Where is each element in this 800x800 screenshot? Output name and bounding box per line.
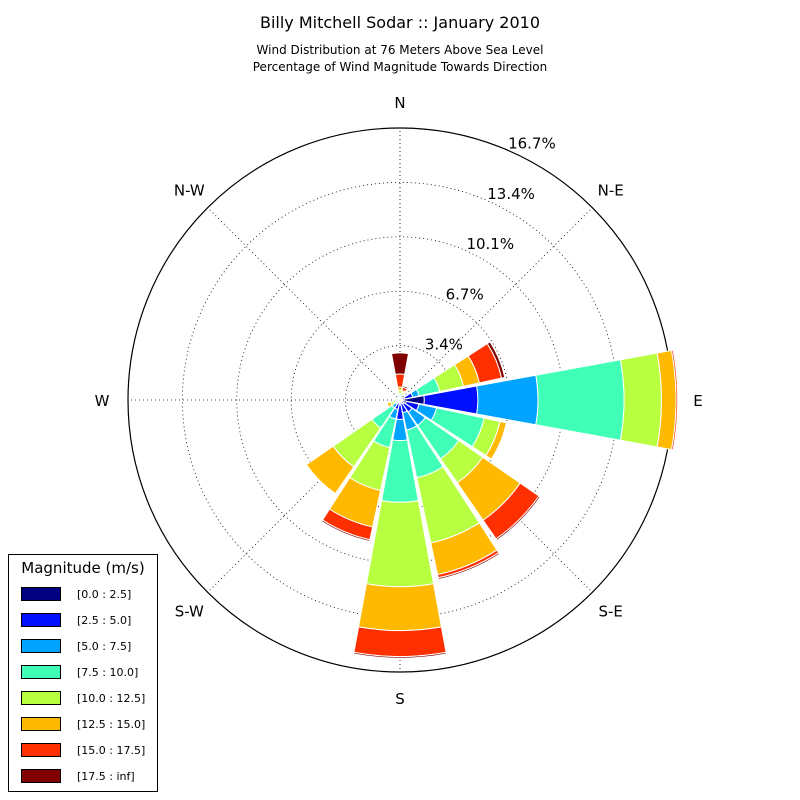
windrose-bar-segment xyxy=(485,420,507,460)
windrose-bar-segment xyxy=(390,352,410,376)
chart-subtitle-line2: Percentage of Wind Magnitude Towards Dir… xyxy=(253,60,547,74)
windrose-bar-segment xyxy=(353,651,447,659)
legend-label: [0.0 : 2.5] xyxy=(77,588,132,601)
chart-title: Billy Mitchell Sodar :: January 2010 xyxy=(260,13,540,32)
radial-tick-label: 10.1% xyxy=(466,235,514,253)
compass-labels: N N-E E S-E S S-W W N-W xyxy=(95,94,703,708)
compass-label: S-W xyxy=(175,603,204,621)
legend-item: [17.5 : inf] xyxy=(21,769,151,785)
legend-item: [15.0 : 17.5] xyxy=(21,743,151,759)
compass-label: S xyxy=(395,690,405,708)
legend-item: [2.5 : 5.0] xyxy=(21,613,151,629)
legend-title: Magnitude (m/s) xyxy=(21,559,145,577)
legend-label: [5.0 : 7.5] xyxy=(77,640,132,653)
windrose-bar-segment xyxy=(357,583,443,632)
legend-item: [12.5 : 15.0] xyxy=(21,717,151,733)
grid-spoke xyxy=(207,399,401,593)
legend-label: [12.5 : 15.0] xyxy=(77,718,146,731)
legend-swatch xyxy=(21,691,61,705)
windrose-bar-segment xyxy=(353,626,447,657)
windrose-bar-segment xyxy=(619,352,662,448)
legend-item: [0.0 : 2.5] xyxy=(21,587,151,603)
windrose-bar-segment xyxy=(670,349,679,451)
windrose-bar-segment xyxy=(437,552,501,580)
legend: Magnitude (m/s) [0.0 : 2.5] [2.5 : 5.0] [5… xyxy=(8,554,158,792)
compass-label: W xyxy=(95,392,110,410)
windrose-bar-segment xyxy=(365,500,435,588)
legend-swatch xyxy=(21,769,61,783)
legend-swatch xyxy=(21,587,61,601)
legend-item: [5.0 : 7.5] xyxy=(21,639,151,655)
legend-label: [17.5 : inf] xyxy=(77,770,135,783)
windrose-bar-segment xyxy=(320,519,371,542)
radial-tick-labels: 3.4% 6.7% 10.1% 13.4% 16.7% xyxy=(425,135,556,354)
compass-label: N-W xyxy=(174,181,205,199)
windrose-bar-segment xyxy=(402,385,409,390)
windrose-bar-segment xyxy=(305,445,355,495)
legend-swatch xyxy=(21,743,61,757)
radial-tick-label: 6.7% xyxy=(446,285,484,303)
legend-item: [7.5 : 10.0] xyxy=(21,665,151,681)
grid-spoke xyxy=(207,207,401,401)
windrose-bar-segment xyxy=(394,373,406,388)
radial-tick-label: 3.4% xyxy=(425,336,463,354)
legend-label: [10.0 : 12.5] xyxy=(77,692,146,705)
windrose-bar-segment xyxy=(386,401,393,408)
compass-label: N xyxy=(394,94,405,112)
windrose-bar-segment xyxy=(476,374,539,426)
windrose-bar-segment xyxy=(535,359,625,441)
compass-label: S-E xyxy=(599,603,623,621)
windrose-bar-segment xyxy=(486,341,506,379)
compass-label: E xyxy=(693,392,702,410)
legend-label: [7.5 : 10.0] xyxy=(77,666,139,679)
grid-spoke xyxy=(399,207,593,401)
radial-tick-label: 16.7% xyxy=(508,135,556,153)
chart-subtitle-line1: Wind Distribution at 76 Meters Above Sea… xyxy=(257,43,544,57)
legend-label: [2.5 : 5.0] xyxy=(77,614,132,627)
legend-swatch xyxy=(21,613,61,627)
legend-swatch xyxy=(21,639,61,653)
legend-swatch xyxy=(21,717,61,731)
legend-swatch xyxy=(21,665,61,679)
windrose-bar-segment xyxy=(398,397,401,401)
windrose-bars xyxy=(305,341,679,659)
radial-tick-label: 13.4% xyxy=(487,185,535,203)
windrose-bar-segment xyxy=(495,495,541,541)
legend-label: [15.0 : 17.5] xyxy=(77,744,146,757)
legend-item: [10.0 : 12.5] xyxy=(21,691,151,707)
compass-label: N-E xyxy=(598,181,624,199)
